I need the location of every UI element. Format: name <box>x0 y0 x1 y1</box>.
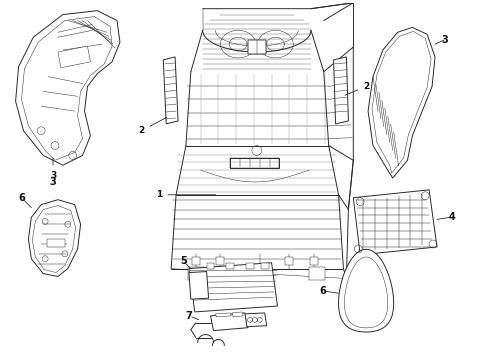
Polygon shape <box>339 249 393 332</box>
Polygon shape <box>207 263 215 269</box>
Polygon shape <box>232 312 243 317</box>
Polygon shape <box>217 257 224 265</box>
Polygon shape <box>334 57 348 124</box>
Polygon shape <box>163 57 178 124</box>
Text: 2: 2 <box>345 82 369 95</box>
Text: 6: 6 <box>319 286 326 296</box>
Polygon shape <box>189 263 277 312</box>
Polygon shape <box>248 40 266 54</box>
Polygon shape <box>47 239 65 247</box>
Text: 3: 3 <box>441 35 448 45</box>
Text: 3: 3 <box>49 177 56 187</box>
Polygon shape <box>246 263 254 269</box>
Polygon shape <box>226 263 234 269</box>
Text: 5: 5 <box>181 256 187 266</box>
Text: 3: 3 <box>50 158 56 180</box>
Polygon shape <box>249 267 265 280</box>
Text: 7: 7 <box>186 311 192 321</box>
Polygon shape <box>310 257 318 265</box>
Polygon shape <box>353 190 437 255</box>
Polygon shape <box>230 158 279 168</box>
Polygon shape <box>245 313 267 327</box>
Polygon shape <box>58 46 91 68</box>
Text: 4: 4 <box>448 212 455 222</box>
Text: 6: 6 <box>18 193 25 203</box>
Polygon shape <box>211 313 248 330</box>
Text: 1: 1 <box>156 190 216 199</box>
Polygon shape <box>285 257 293 265</box>
Polygon shape <box>16 11 120 165</box>
Polygon shape <box>188 267 204 280</box>
Polygon shape <box>28 200 80 276</box>
Polygon shape <box>216 313 231 317</box>
Polygon shape <box>368 27 435 178</box>
Text: 2: 2 <box>139 117 167 135</box>
Polygon shape <box>192 257 200 265</box>
Polygon shape <box>309 267 325 280</box>
Polygon shape <box>261 263 269 269</box>
Polygon shape <box>189 271 209 299</box>
